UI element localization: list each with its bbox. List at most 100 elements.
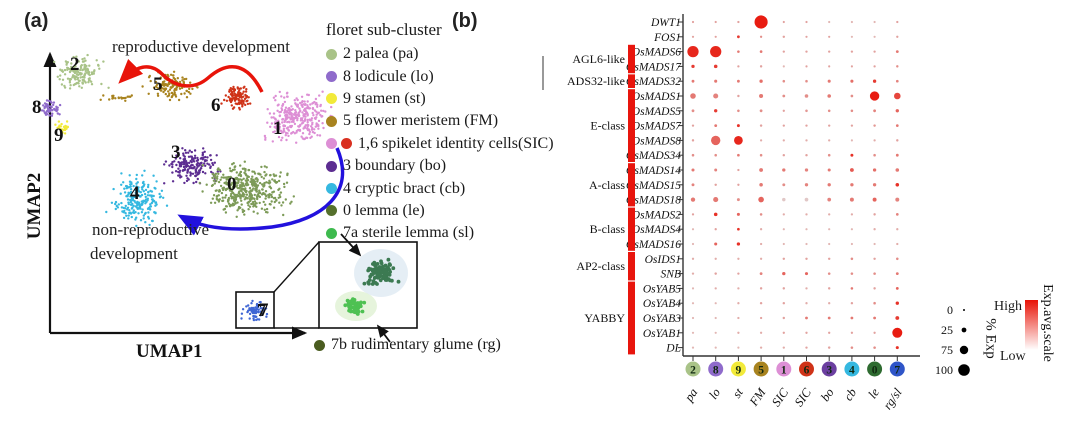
dotplot-row-OsMADS1 [690, 91, 901, 101]
umap-cluster-label-1: 1 [273, 118, 283, 139]
legend-item-text: 7b rudimentary glume (rg) [331, 336, 501, 354]
expression-dot [782, 109, 785, 112]
expression-colorbar [1025, 300, 1038, 350]
dotplot-row-OsMADS14 [691, 168, 900, 172]
legend-item-text: 5 flower meristem (FM) [343, 112, 499, 130]
cluster-circle-number: 1 [781, 365, 787, 377]
colorbar-title: Exp.avg.scale [1040, 284, 1055, 362]
legend-item-text: 1,6 spikelet identity cells(SIC) [358, 134, 554, 152]
floret-subcluster-legend: floret sub-cluster 2 palea (pa) 8 lodicul… [326, 20, 554, 245]
expression-dot [828, 50, 831, 53]
expression-dot [804, 168, 809, 172]
expression-dot [759, 109, 763, 113]
expression-dot [850, 50, 854, 53]
legend-items: 2 palea (pa) 8 lodicule (lo) 9 stamen (st)… [326, 43, 554, 245]
expression-dot [828, 20, 831, 24]
gene-label-OsIDS1: OsIDS1 [645, 254, 681, 266]
expression-dot [782, 50, 785, 53]
annotation-nonreproductive-line1: non-reproductive [92, 220, 210, 239]
umap2-axis-label: UMAP2 [24, 172, 45, 240]
gene-label-OsMADS14: OsMADS14 [626, 165, 681, 177]
umap-cluster-label-9: 9 [54, 125, 64, 146]
expression-dot [805, 302, 808, 305]
7a-sterile-lemma-region [362, 257, 401, 286]
expression-dot [691, 316, 695, 320]
expression-dot [872, 168, 877, 172]
legend-color-dot [341, 138, 352, 150]
expression-dot [895, 272, 899, 275]
expression-dot [759, 35, 763, 38]
expression-dot [850, 287, 854, 290]
expression-dot [759, 139, 763, 142]
legend-item-rudimentary-glume: 7b rudimentary glume (rg) [314, 334, 501, 356]
expression-dot [828, 124, 831, 127]
expression-dot [734, 136, 743, 145]
legend-item-1: 8 lodicule (lo) [326, 65, 554, 87]
expression-dot [737, 153, 740, 157]
gene-label-DL: DL [665, 343, 681, 355]
legend-item-6: 4 cryptic bract (cb) [326, 177, 554, 199]
expression-dot [827, 183, 831, 187]
expression-dot [827, 94, 831, 98]
expression-dot [850, 346, 854, 349]
expression-dot [805, 153, 808, 157]
legend-color-dot [326, 160, 337, 172]
expression-dot [850, 242, 853, 246]
expression-dot [805, 242, 808, 246]
expression-dot [895, 287, 899, 290]
expression-dot [714, 35, 717, 38]
expression-dot [828, 228, 831, 231]
dotplot-row-DL [691, 346, 899, 350]
group-label-E-class: E-class [590, 119, 625, 133]
expression-dot [759, 153, 763, 157]
expression-dot [850, 79, 854, 83]
cluster7-box [235, 291, 275, 329]
expression-dot [895, 168, 900, 172]
umap-cluster-0 [198, 160, 295, 218]
expression-dot [691, 242, 695, 246]
expression-dot [849, 168, 854, 172]
expression-dot [758, 196, 764, 203]
expression-dot [872, 183, 877, 187]
legend-color-dot [326, 115, 337, 127]
expression-dot [714, 124, 718, 127]
umap-cluster-label-6: 6 [211, 95, 221, 116]
expression-dot [714, 272, 717, 275]
expression-dot [782, 228, 785, 231]
expression-dot [895, 197, 900, 202]
dotplot-row-FOS1 [691, 35, 899, 39]
umap-cluster-label-7: 7 [259, 300, 269, 321]
expression-dot [895, 124, 899, 127]
expression-dot [782, 153, 786, 157]
expression-dot [737, 346, 740, 349]
expression-dot [737, 94, 740, 98]
legend-item-text: 0 lemma (le) [343, 201, 425, 219]
umap-cluster-7 [240, 299, 269, 322]
group-label-AP2-class: AP2-class [576, 259, 625, 273]
cluster-circle-3 [821, 361, 837, 377]
expression-dot [691, 302, 695, 305]
size-legend-dot [961, 327, 967, 333]
expression-dot [873, 228, 876, 231]
expression-dot [691, 64, 695, 69]
expression-dot [805, 228, 808, 231]
cluster-circle-number: 4 [849, 365, 855, 377]
expression-dot [691, 35, 695, 38]
column-label-cb: cb [841, 386, 859, 404]
expression-dot [805, 50, 808, 53]
expression-dot [828, 65, 831, 68]
size-legend-dot [963, 309, 965, 311]
expression-dot [714, 228, 717, 231]
group-bar-AP2-class [628, 252, 635, 281]
gene-label-OsMADS1: OsMADS1 [632, 91, 681, 103]
expression-dot [737, 65, 740, 68]
expression-dot [687, 45, 699, 58]
umap-cluster-label-8: 8 [32, 97, 42, 118]
legend-color-dot [326, 227, 337, 239]
umap-cluster-9 [54, 120, 70, 135]
expression-dot [873, 213, 876, 216]
expression-dot [736, 124, 740, 128]
annotation-nonreproductive-line2: development [90, 244, 178, 263]
expression-dot [690, 93, 696, 99]
expression-dot [759, 301, 763, 305]
